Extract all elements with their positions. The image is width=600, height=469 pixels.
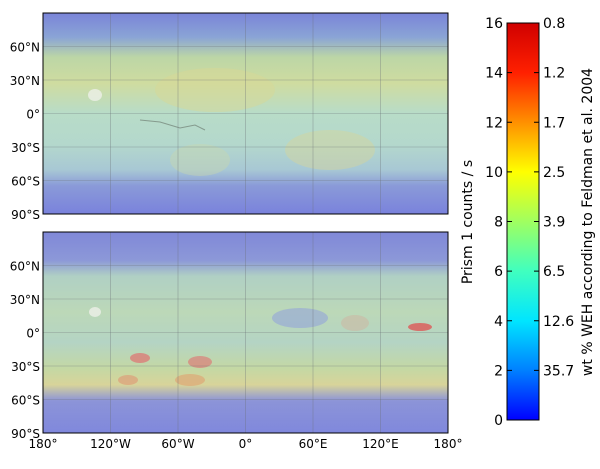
lat-tick-label: 0° bbox=[26, 108, 40, 122]
lon-tick-label: 0° bbox=[239, 437, 253, 451]
colorbar: 16 14 12 10 8 6 4 2 0 0.8 1.2 1.7 2.5 3.9 6.5 12.6 35.7… bbox=[460, 16, 596, 429]
colorbar-left-tick-label: 8 bbox=[494, 215, 503, 231]
colorbar-right-tick-label: 2.5 bbox=[543, 165, 565, 181]
lon-tick-label: 180° bbox=[434, 437, 463, 451]
top-map-lat-tick-labels: 60°N 30°N 0° 30°S 60°S 90°S bbox=[10, 41, 40, 223]
lat-tick-label: 30°S bbox=[11, 141, 40, 155]
top-map bbox=[42, 12, 449, 215]
colorbar-right-tick-label: 1.7 bbox=[543, 115, 565, 131]
colorbar-right-tick-label: 0.8 bbox=[543, 16, 565, 32]
lat-tick-label: 30°N bbox=[10, 293, 40, 307]
lat-tick-label: 60°N bbox=[10, 41, 40, 55]
colorbar-left-tick-label: 2 bbox=[494, 363, 503, 379]
lat-tick-label: 0° bbox=[26, 327, 40, 341]
colorbar-right-label: wt % WEH according to Feldman et al. 200… bbox=[580, 68, 596, 376]
colorbar-left-tick-label: 6 bbox=[494, 264, 503, 280]
colorbar-right-tick-label: 3.9 bbox=[543, 215, 565, 231]
lon-tick-label: 120°W bbox=[90, 437, 131, 451]
lat-tick-label: 60°S bbox=[11, 394, 40, 408]
lat-tick-label: 30°S bbox=[11, 360, 40, 374]
colorbar-left-tick-label: 4 bbox=[494, 314, 503, 330]
bottom-map bbox=[42, 231, 449, 434]
bottom-map-lat-tick-labels: 60°N 30°N 0° 30°S 60°S 90°S bbox=[10, 260, 40, 442]
top-map-graticule bbox=[43, 13, 448, 214]
colorbar-right-tick-label: 6.5 bbox=[543, 264, 565, 280]
colorbar-right-tick-label: 12.6 bbox=[543, 314, 574, 330]
lat-tick-label: 60°S bbox=[11, 175, 40, 189]
colorbar-left-tick-label: 12 bbox=[485, 115, 503, 131]
bottom-map-graticule bbox=[43, 232, 448, 433]
colorbar-left-tick-label: 10 bbox=[485, 165, 503, 181]
lat-tick-label: 90°S bbox=[11, 208, 40, 222]
colorbar-left-tick-label: 0 bbox=[494, 413, 503, 429]
colorbar-left-ticks: 16 14 12 10 8 6 4 2 0 bbox=[485, 16, 512, 429]
lon-tick-label: 60°W bbox=[161, 437, 194, 451]
colorbar-left-tick-label: 16 bbox=[485, 16, 503, 32]
lat-tick-label: 30°N bbox=[10, 74, 40, 88]
lon-tick-label: 180° bbox=[29, 437, 58, 451]
lat-tick-label: 60°N bbox=[10, 260, 40, 274]
colorbar-scale bbox=[506, 22, 540, 421]
lat-tick-label: 90°S bbox=[11, 427, 40, 441]
colorbar-right-tick-label: 1.2 bbox=[543, 66, 565, 82]
lon-tick-labels: 180° 120°W 60°W 0° 60°E 120°E 180° bbox=[29, 437, 463, 451]
lon-tick-label: 120°E bbox=[362, 437, 399, 451]
colorbar-left-tick-label: 14 bbox=[485, 66, 503, 82]
colorbar-right-ticks: 0.8 1.2 1.7 2.5 3.9 6.5 12.6 35.7 bbox=[534, 16, 574, 379]
lon-tick-label: 60°E bbox=[299, 437, 328, 451]
colorbar-right-tick-label: 35.7 bbox=[543, 363, 574, 379]
colorbar-left-label: Prism 1 counts / s bbox=[460, 160, 476, 284]
